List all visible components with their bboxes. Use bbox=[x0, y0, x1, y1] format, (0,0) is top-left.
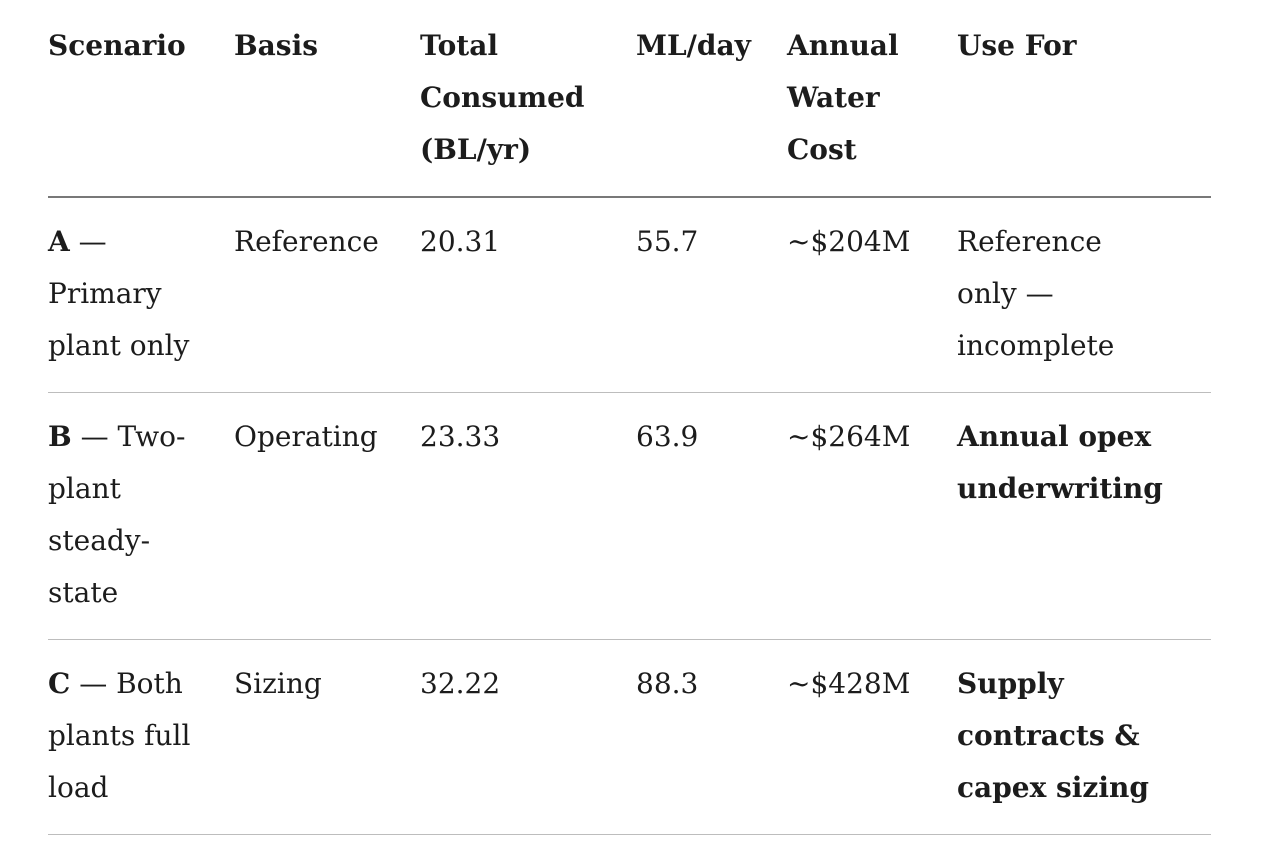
column-header-scenario: Scenario bbox=[48, 8, 234, 198]
scenario-letter: A bbox=[48, 225, 70, 258]
scenario-cell: B — Two-plant steady-state bbox=[48, 392, 234, 640]
basis-cell: Operating bbox=[234, 392, 420, 640]
use-for-cell: Supply contracts & capex sizing bbox=[957, 639, 1211, 835]
scenario-letter: C bbox=[48, 667, 71, 700]
column-header-total-consumed: Total Consumed (BL/yr) bbox=[420, 8, 636, 198]
scenario-letter: B bbox=[48, 420, 72, 453]
scenario-cell: A — Primary plant only bbox=[48, 197, 234, 393]
ml-per-day-cell: 88.3 bbox=[636, 639, 787, 835]
column-header-annual-water-cost: Annual Water Cost bbox=[787, 8, 957, 198]
table-body: A — Primary plant only Reference 20.31 5… bbox=[48, 197, 1211, 835]
table-row-scenario-a: A — Primary plant only Reference 20.31 5… bbox=[48, 197, 1211, 393]
column-header-ml-per-day: ML/day bbox=[636, 8, 787, 198]
table-row-scenario-b: B — Two-plant steady-state Operating 23.… bbox=[48, 392, 1211, 640]
total-consumed-cell: 32.22 bbox=[420, 639, 636, 835]
annual-water-cost-cell: ~$428M bbox=[787, 639, 957, 835]
basis-cell: Reference bbox=[234, 197, 420, 393]
scenario-description: — Two-plant steady-state bbox=[48, 420, 186, 609]
ml-per-day-cell: 55.7 bbox=[636, 197, 787, 393]
scenario-comparison-table: Scenario Basis Total Consumed (BL/yr) ML… bbox=[48, 8, 1211, 835]
table-header: Scenario Basis Total Consumed (BL/yr) ML… bbox=[48, 8, 1211, 198]
scenario-description: — Both plants full load bbox=[48, 667, 191, 804]
header-row: Scenario Basis Total Consumed (BL/yr) ML… bbox=[48, 8, 1211, 198]
use-for-cell: Reference only — incomplete bbox=[957, 197, 1211, 393]
basis-cell: Sizing bbox=[234, 639, 420, 835]
scenario-cell: C — Both plants full load bbox=[48, 639, 234, 835]
use-for-cell: Annual opex underwriting bbox=[957, 392, 1211, 640]
total-consumed-cell: 20.31 bbox=[420, 197, 636, 393]
annual-water-cost-cell: ~$204M bbox=[787, 197, 957, 393]
scenario-description: — Primary plant only bbox=[48, 225, 190, 362]
column-header-basis: Basis bbox=[234, 8, 420, 198]
annual-water-cost-cell: ~$264M bbox=[787, 392, 957, 640]
table-row-scenario-c: C — Both plants full load Sizing 32.22 8… bbox=[48, 639, 1211, 835]
total-consumed-cell: 23.33 bbox=[420, 392, 636, 640]
column-header-use-for: Use For bbox=[957, 8, 1211, 198]
ml-per-day-cell: 63.9 bbox=[636, 392, 787, 640]
